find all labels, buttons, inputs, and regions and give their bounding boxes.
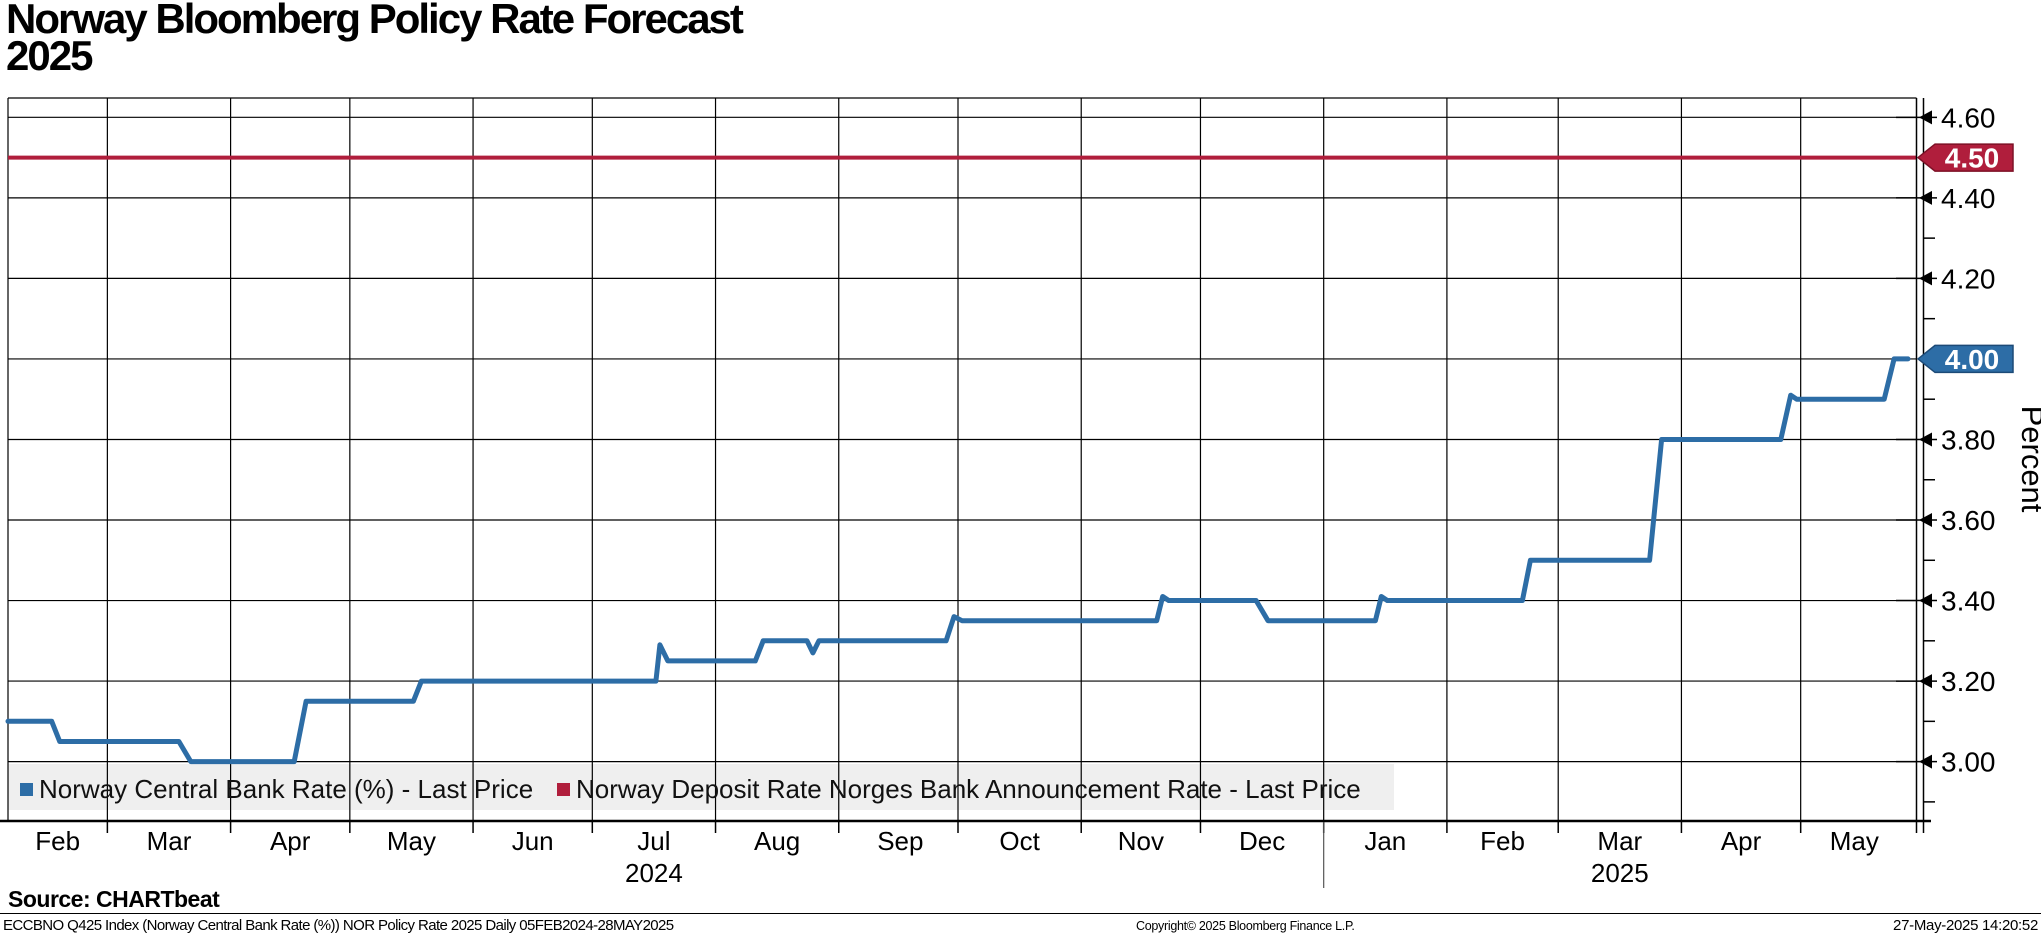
legend-label-central-bank-rate: Norway Central Bank Rate (%) - Last Pric… <box>39 773 534 804</box>
x-axis-month-label: Mar <box>147 826 192 856</box>
x-axis-month-label: May <box>1830 826 1879 856</box>
y-axis-tick-arrow <box>1919 190 1932 205</box>
x-axis-month-label: Apr <box>270 826 311 856</box>
x-axis-month-label: Feb <box>1480 826 1525 856</box>
x-axis-year-label: 2024 <box>625 858 683 888</box>
y-axis-label: 4.20 <box>1941 263 1996 294</box>
y-axis-tick-arrow <box>1919 674 1932 689</box>
x-axis-month-label: Nov <box>1118 826 1164 856</box>
y-axis-tick-arrow <box>1919 110 1932 125</box>
last-price-badge-4.50 <box>1916 143 2014 172</box>
x-axis-month-label: Oct <box>999 826 1040 856</box>
last-price-badge-label: 4.00 <box>1945 344 2000 375</box>
last-price-badge-label: 4.50 <box>1945 143 2000 174</box>
timestamp: 27-May-2025 14:20:52 <box>1893 917 2038 934</box>
y-axis-tick-arrow <box>1919 593 1932 608</box>
x-axis-month-label: Jul <box>637 826 670 856</box>
legend-label-deposit-rate: Norway Deposit Rate Norges Bank Announce… <box>576 773 1361 804</box>
chart-title-line2: 2025 <box>6 32 93 79</box>
y-axis-tick-arrow <box>1919 754 1932 769</box>
y-axis-title: Percent <box>2015 406 2041 513</box>
legend-swatch-deposit-rate <box>557 782 570 796</box>
y-axis-label: 3.80 <box>1941 424 1996 455</box>
x-axis-month-label: Aug <box>754 826 800 856</box>
legend-item-central-bank-rate: Norway Central Bank Rate (%) - Last Pric… <box>20 769 533 809</box>
x-axis-month-label: Apr <box>1721 826 1762 856</box>
y-axis-label: 3.00 <box>1941 747 1996 778</box>
y-axis-label: 3.20 <box>1941 666 1996 697</box>
x-axis-month-label: Jan <box>1364 826 1406 856</box>
y-axis-label: 4.40 <box>1941 183 1996 214</box>
source-label: Source: CHARTbeat <box>8 886 220 912</box>
copyright-notice: Copyright© 2025 Bloomberg Finance L.P. <box>1136 919 1355 933</box>
x-axis-year-label: 2025 <box>1591 858 1649 888</box>
y-axis-label: 4.60 <box>1941 102 1996 133</box>
central-bank-rate-line <box>5 356 1911 765</box>
y-axis-label: 3.40 <box>1941 586 1996 617</box>
footer-divider <box>0 913 2041 914</box>
x-axis-month-label: Jun <box>512 826 554 856</box>
legend-background <box>8 764 1394 810</box>
y-axis-label: 3.60 <box>1941 505 1996 536</box>
y-axis-tick-arrow <box>1919 432 1932 447</box>
legend-item-deposit-rate: Norway Deposit Rate Norges Bank Announce… <box>557 769 1361 809</box>
last-price-badge-4.00 <box>1916 344 2014 374</box>
chart-title: Norway Bloomberg Policy Rate Forecast 202… <box>6 0 744 77</box>
x-axis-month-label: May <box>387 826 436 856</box>
x-axis-month-label: Sep <box>877 826 923 856</box>
x-axis-month-label: Feb <box>35 826 80 856</box>
x-axis-month-label: Mar <box>1597 826 1642 856</box>
chart-title-line1: Norway Bloomberg Policy Rate Forecast <box>6 0 744 42</box>
legend-swatch-central-bank-rate <box>20 782 33 796</box>
y-axis-tick-arrow <box>1919 271 1932 286</box>
x-axis-month-label: Dec <box>1239 826 1285 856</box>
y-axis-tick-arrow <box>1919 513 1932 528</box>
ticker-description: ECCBNO Q425 Index (Norway Central Bank R… <box>3 917 674 934</box>
